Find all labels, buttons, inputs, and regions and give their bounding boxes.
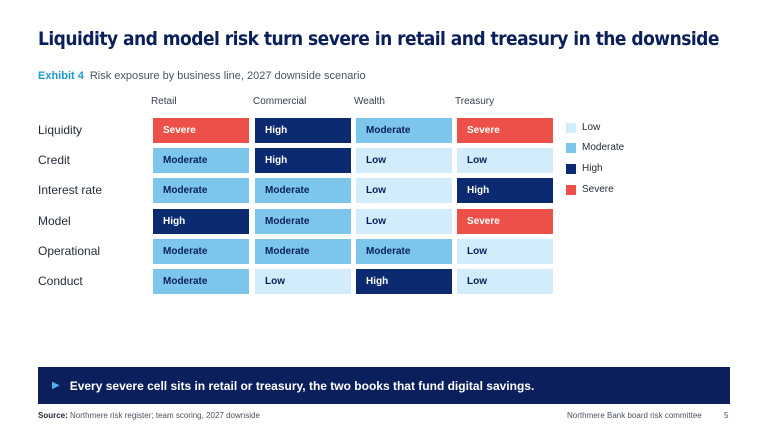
heatmap-cell-model-retail: High [153,209,249,234]
source-text: Northmere risk register; team scoring, 2… [70,411,260,420]
heatmap-cell-interest-rate-wealth: Low [356,178,452,203]
page-number: 5 [724,411,729,420]
exhibit-tag: Exhibit 4 [38,70,84,82]
column-header-retail: Retail [151,96,177,107]
heatmap-cell-liquidity-treasury: Severe [457,118,553,143]
legend-item-severe: Severe [566,184,614,195]
page-title: Liquidity and model risk turn severe in … [38,28,719,50]
row-header-interest-rate: Interest rate [38,183,103,197]
heatmap-cell-operational-retail: Moderate [153,239,249,264]
exhibit-caption: Exhibit 4 Risk exposure by business line,… [38,70,366,82]
key-takeaway-banner: ▶ Every severe cell sits in retail or tr… [38,367,730,404]
heatmap-cell-liquidity-wealth: Moderate [356,118,452,143]
legend-label-severe: Severe [582,184,614,195]
legend-item-low: Low [566,122,600,133]
heatmap-cell-conduct-treasury: Low [457,269,553,294]
heatmap-cell-liquidity-retail: Severe [153,118,249,143]
legend-label-low: Low [582,122,601,133]
row-header-conduct: Conduct [38,274,83,288]
heatmap-cell-credit-commercial: High [255,148,351,173]
row-header-operational: Operational [38,244,101,258]
source-label: Source: [38,411,68,420]
heatmap-cell-credit-retail: Moderate [153,148,249,173]
heatmap-cell-model-commercial: Moderate [255,209,351,234]
heatmap-cell-conduct-retail: Moderate [153,269,249,294]
heatmap-cell-interest-rate-treasury: High [457,178,553,203]
legend-label-moderate: Moderate [582,142,625,153]
column-header-treasury: Treasury [455,96,495,107]
heatmap-cell-model-treasury: Severe [457,209,553,234]
row-header-liquidity: Liquidity [38,123,83,137]
heatmap-cell-credit-wealth: Low [356,148,452,173]
heatmap-cell-model-wealth: Low [356,209,452,234]
legend-swatch-moderate [566,142,576,153]
source-note: Source: Northmere risk register; team sc… [38,411,260,420]
legend-swatch-high [566,163,576,174]
heatmap-cell-credit-treasury: Low [457,148,553,173]
legend-item-high: High [566,163,603,174]
legend-swatch-low [566,122,576,133]
legend-item-moderate: Moderate [566,142,624,153]
org-name: Northmere Bank board risk committee [567,411,702,420]
heatmap-cell-operational-commercial: Moderate [255,239,351,264]
row-header-model: Model [38,214,71,228]
heatmap-cell-operational-treasury: Low [457,239,553,264]
heatmap-cell-liquidity-commercial: High [255,118,351,143]
heatmap-cell-interest-rate-retail: Moderate [153,178,249,203]
heatmap-cell-operational-wealth: Moderate [356,239,452,264]
play-arrow-icon: ▶ [52,380,60,391]
column-header-commercial: Commercial [253,96,307,107]
column-header-wealth: Wealth [354,96,385,107]
legend-swatch-severe [566,184,576,195]
row-header-credit: Credit [38,153,71,167]
heatmap-cell-interest-rate-commercial: Moderate [255,178,351,203]
heatmap-cell-conduct-commercial: Low [255,269,351,294]
exhibit-caption-text: Risk exposure by business line, 2027 dow… [89,70,366,82]
key-takeaway-text: Every severe cell sits in retail or trea… [69,378,535,393]
heatmap-cell-conduct-wealth: High [356,269,452,294]
legend-label-high: High [582,163,603,174]
